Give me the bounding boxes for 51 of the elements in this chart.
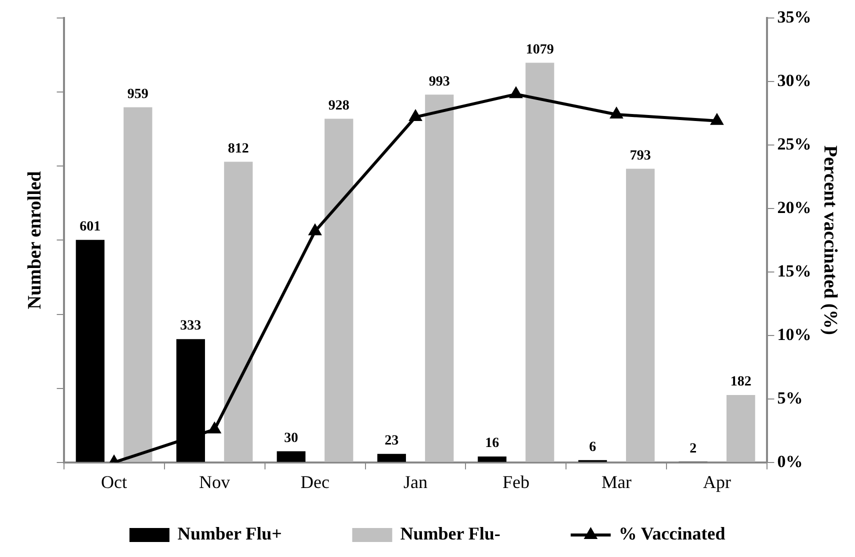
data-label: 1079: [526, 42, 554, 58]
y2-axis-title: Percent vaccinated (%): [820, 145, 841, 335]
point: [510, 88, 522, 98]
bar: [224, 162, 253, 462]
y2-tick-label: 10%: [777, 324, 812, 344]
y2-tick-label: 20%: [777, 198, 812, 217]
bar: [377, 454, 406, 462]
legend-label: % Vaccinated: [618, 524, 726, 544]
data-label: 793: [630, 148, 651, 164]
bar: [526, 62, 554, 462]
y2-tick-label: 5%: [777, 388, 803, 408]
y2-tick-label: 30%: [777, 70, 812, 90]
data-label: 6: [589, 440, 596, 455]
x-tick-label: Nov: [199, 472, 230, 492]
data-label: 928: [328, 98, 350, 114]
bar: [425, 94, 454, 462]
bar: [324, 118, 354, 462]
data-label: 30: [284, 430, 298, 446]
point: [610, 108, 622, 118]
x-tick-label: Feb: [502, 472, 530, 492]
x-tick-label: Oct: [101, 472, 128, 492]
legend-label: Number Flu-: [400, 524, 500, 544]
data-label: 23: [384, 433, 399, 448]
bar: [124, 107, 152, 462]
bar: [478, 456, 506, 462]
data-label: 333: [180, 318, 202, 334]
point: [711, 114, 723, 125]
point: [309, 224, 321, 236]
bar: [726, 395, 756, 462]
data-label: 993: [428, 74, 450, 90]
x-tick-label: Dec: [300, 472, 330, 492]
x-tick-label: Jan: [404, 472, 428, 492]
y-axis-title: Number enrolled: [24, 170, 46, 310]
data-label: 182: [730, 374, 752, 390]
data-label: 2: [690, 441, 697, 456]
bar: [276, 451, 306, 462]
data-label: 16: [485, 436, 500, 452]
bar: [626, 168, 655, 462]
data-label: 812: [228, 141, 249, 156]
data-label: 601: [80, 219, 101, 234]
y2-tick-label: 25%: [777, 134, 812, 154]
y2-tick-label: 15%: [777, 261, 812, 280]
point: [208, 422, 220, 434]
x-tick-label: Apr: [702, 472, 731, 492]
x-tick-label: Mar: [601, 472, 632, 492]
bar: [76, 240, 104, 462]
y2-tick-label: 35%: [777, 7, 812, 26]
legend-label: Number Flu+: [177, 524, 282, 544]
y2-tick-label: 0%: [777, 452, 803, 471]
point: [410, 110, 422, 122]
data-label: 959: [127, 86, 148, 102]
